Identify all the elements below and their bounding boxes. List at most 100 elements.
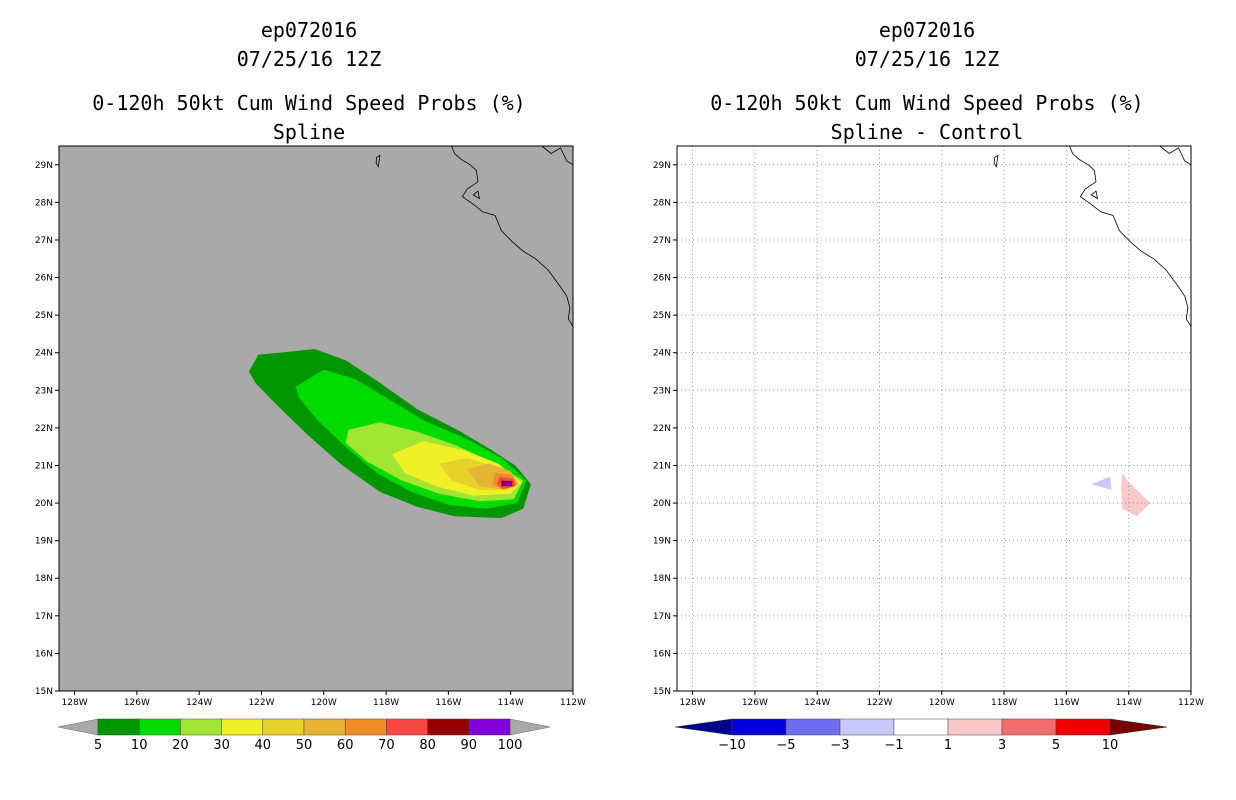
y-tick-label-15N: 15N (35, 687, 53, 697)
x-tick-label-126W: 126W (742, 698, 768, 708)
colorbar-box-40 (262, 718, 305, 736)
contour-1 (1120, 473, 1151, 517)
colorbar-box-60 (344, 718, 387, 736)
y-tick-label-25N: 25N (653, 311, 671, 321)
right-panel: ep072016 07/25/16 12Z 0-120h 50kt Cum Wi… (618, 0, 1236, 800)
colorbar-label-3: 3 (998, 738, 1006, 753)
colorbar-label-40: 40 (255, 738, 272, 753)
x-tick-label-114W: 114W (498, 698, 524, 708)
title-left: 0-120h 50kt Cum Wind Speed Probs (%) (92, 91, 526, 115)
y-tick-label-19N: 19N (35, 537, 53, 547)
x-tick-label-124W: 124W (186, 698, 212, 708)
coastline (1069, 146, 1191, 327)
colorbar-label-10: 10 (131, 738, 148, 753)
storm-id-left: ep072016 (260, 18, 358, 42)
x-tick-label-120W: 120W (929, 698, 955, 708)
x-tick-label-118W: 118W (373, 698, 399, 708)
y-tick-label-17N: 17N (653, 612, 671, 622)
y-tick-label-29N: 29N (35, 161, 53, 171)
datetime-right: 07/25/16 12Z (854, 47, 1000, 71)
colorbar-label-1: 1 (944, 738, 952, 753)
y-tick-label-18N: 18N (653, 574, 671, 584)
colorbar-label-60: 60 (337, 738, 354, 753)
y-tick-label-22N: 22N (35, 424, 53, 434)
colorbar-left-triangle (674, 718, 733, 736)
x-tick-label-120W: 120W (311, 698, 337, 708)
y-tick-label-24N: 24N (35, 349, 53, 359)
colorbar-left-triangle (57, 718, 99, 736)
contour-90 (504, 482, 511, 486)
x-tick-label-116W: 116W (435, 698, 461, 708)
y-tick-label-22N: 22N (653, 424, 671, 434)
x-tick-label-124W: 124W (804, 698, 830, 708)
y-tick-label-17N: 17N (35, 612, 53, 622)
island-2 (1224, 563, 1229, 567)
plot-frame (676, 145, 1192, 692)
colorbar-box-5 (97, 718, 140, 736)
colorbar-box-80 (427, 718, 470, 736)
colorbar-label-50: 50 (296, 738, 313, 753)
colorbar-label-10: 10 (1102, 738, 1119, 753)
colorbar-box-2 (839, 718, 895, 736)
datetime-left: 07/25/16 12Z (236, 47, 382, 71)
map-chart-left: 128W 126W 124W 122W 120W 118W 116W 114W 112W 15N 1… (35, 145, 611, 753)
y-tick-label-27N: 27N (35, 236, 53, 246)
storm-id-right: ep072016 (878, 18, 976, 42)
subtitle-right: Spline - Control (830, 120, 1024, 144)
coastline (451, 146, 573, 327)
x-tick-label-128W: 128W (62, 698, 88, 708)
coastline-north (1159, 146, 1191, 166)
y-tick-label-28N: 28N (653, 198, 671, 208)
colorbar-box-0 (731, 718, 787, 736)
colorbar-label-5: 5 (94, 738, 102, 753)
colorbar-box-30 (221, 718, 264, 736)
island-1 (1090, 190, 1099, 200)
colorbar-label-20: 20 (172, 738, 189, 753)
y-tick-label-24N: 24N (653, 349, 671, 359)
colorbar-label-90: 90 (461, 738, 478, 753)
y-tick-label-27N: 27N (653, 236, 671, 246)
y-tick-label-25N: 25N (35, 311, 53, 321)
y-tick-label-21N: 21N (653, 461, 671, 471)
colorbar-label-100: 100 (498, 738, 523, 753)
y-tick-label-23N: 23N (35, 386, 53, 396)
y-tick-label-26N: 26N (653, 274, 671, 284)
x-tick-label-118W: 118W (991, 698, 1017, 708)
coastline-north (541, 146, 573, 166)
colorbar-label--1: −1 (884, 738, 903, 753)
colorbar-label--10: −10 (718, 738, 745, 753)
x-tick-label-128W: 128W (680, 698, 706, 708)
y-tick-label-26N: 26N (35, 274, 53, 284)
colorbar-right-triangle (509, 718, 551, 736)
y-tick-label-15N: 15N (653, 687, 671, 697)
colorbar-box-6 (1055, 718, 1111, 736)
y-tick-label-19N: 19N (653, 537, 671, 547)
x-tick-label-122W: 122W (866, 698, 892, 708)
colorbar-label--5: −5 (776, 738, 795, 753)
y-tick-label-20N: 20N (35, 499, 53, 509)
colorbar-box-3 (893, 718, 949, 736)
colorbar-box-1 (785, 718, 841, 736)
colorbar-right-triangle (1109, 718, 1168, 736)
colorbar-label-30: 30 (213, 738, 230, 753)
colorbar-box-90 (468, 718, 511, 736)
x-tick-label-114W: 114W (1116, 698, 1142, 708)
y-tick-label-21N: 21N (35, 461, 53, 471)
colorbar-box-10 (138, 718, 181, 736)
colorbar-box-50 (303, 718, 346, 736)
y-tick-label-23N: 23N (653, 386, 671, 396)
left-panel: ep072016 07/25/16 12Z 0-120h 50kt Cum Wi… (35, 18, 611, 753)
colorbar-label-5: 5 (1052, 738, 1060, 753)
y-tick-label-16N: 16N (653, 649, 671, 659)
y-tick-label-20N: 20N (653, 499, 671, 509)
map-chart-right: 128W 126W 124W 122W 120W 118W 116W 114W 112W 15N 1… (653, 145, 1229, 753)
subtitle-left: Spline (272, 120, 346, 144)
x-tick-label-116W: 116W (1053, 698, 1079, 708)
y-tick-label-16N: 16N (35, 649, 53, 659)
y-tick-label-18N: 18N (35, 574, 53, 584)
island-0 (993, 154, 999, 168)
y-tick-label-28N: 28N (35, 198, 53, 208)
x-tick-label-122W: 122W (248, 698, 274, 708)
island-2 (606, 563, 611, 567)
plot-area (249, 146, 611, 567)
